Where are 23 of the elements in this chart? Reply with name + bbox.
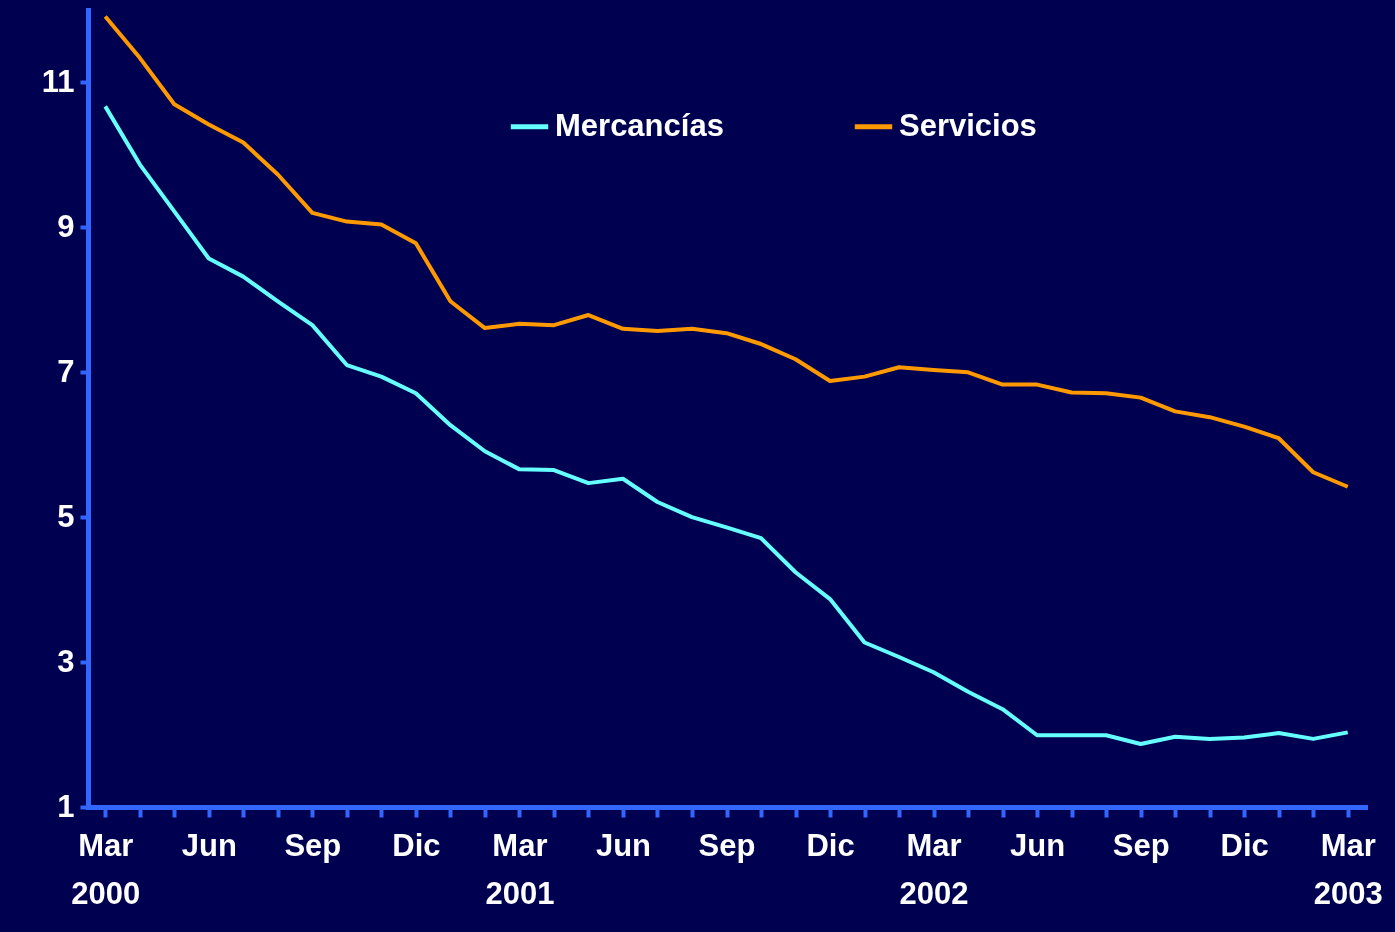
- line-series: [103, 104, 1350, 746]
- legend-label: Mercancías: [555, 107, 724, 143]
- x-tick-label: Mar 2001: [485, 827, 555, 911]
- y-tick-label: 5: [57, 498, 75, 534]
- line-series: [103, 14, 1350, 489]
- y-tick-label: 7: [57, 353, 75, 389]
- x-tick-label: Dic: [392, 827, 441, 863]
- x-tick-label: Mar 2000: [71, 827, 141, 911]
- x-tick-label: Jun: [595, 827, 652, 863]
- x-tick-label: Sep: [284, 827, 342, 863]
- y-tick-label: 1: [57, 788, 75, 824]
- x-tick-label: Sep: [1112, 827, 1170, 863]
- x-tick-label: Dic: [1220, 827, 1269, 863]
- x-tick-label: Dic: [806, 827, 855, 863]
- legend-label: Servicios: [899, 107, 1037, 143]
- x-tick-label: Mar 2003: [1313, 827, 1383, 911]
- y-tick-label: 11: [41, 63, 75, 99]
- x-tick-label: Mar 2002: [899, 827, 969, 911]
- y-tick-label: 9: [57, 208, 75, 244]
- y-tick-label: 3: [57, 643, 75, 679]
- x-tick-label: Jun: [1010, 827, 1066, 863]
- x-tick-label: Jun: [181, 827, 237, 863]
- x-tick-label: Sep: [698, 827, 756, 863]
